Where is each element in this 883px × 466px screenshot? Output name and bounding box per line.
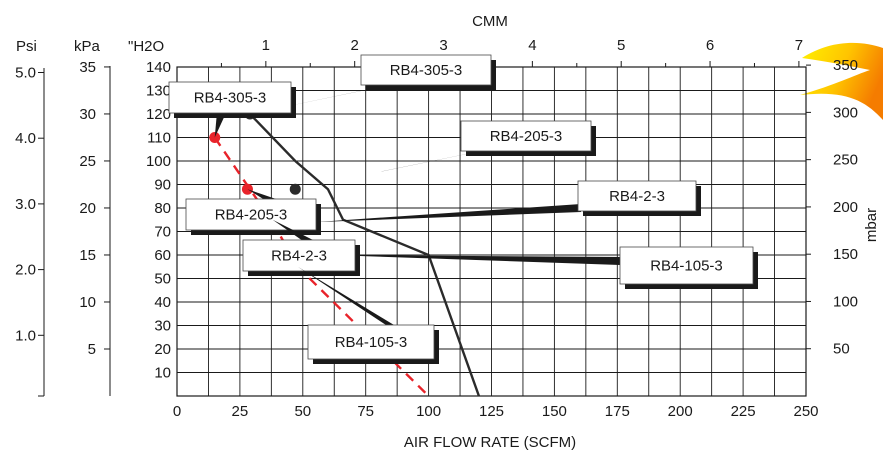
kpa-tick-label: 25	[79, 153, 96, 170]
x-tick-label: 25	[232, 403, 249, 420]
top-axis-title: CMM	[472, 13, 508, 30]
callout-label: RB4-105-3	[650, 258, 723, 275]
y-tick-label-h2o: 30	[154, 318, 171, 335]
x-tick-label: 50	[294, 403, 311, 420]
mbar-tick-label: 250	[833, 152, 858, 169]
callout-pointer	[249, 84, 394, 114]
callout-pointer	[315, 204, 581, 223]
callout-layer: RB4-305-3 RB4-205-3 RB4-2-3 RB4-105-3 RB4-30…	[168, 54, 758, 364]
callout: RB4-205-3	[185, 189, 321, 235]
kpa-tick-label: 10	[79, 294, 96, 311]
x-tick-label: 0	[173, 403, 181, 420]
callout-box	[185, 198, 317, 231]
psi-tick-label: 5.0	[15, 65, 36, 82]
x-tick-label: 100	[416, 403, 441, 420]
callout: RB4-105-3	[330, 246, 758, 289]
y-tick-label-h2o: 80	[154, 200, 171, 217]
psi-tick-label: 4.0	[15, 130, 36, 147]
callout-label: RB4-305-3	[390, 62, 463, 79]
callout-pointer	[330, 255, 625, 265]
callout-label: RB4-305-3	[194, 90, 267, 107]
unit-label-mbar: mbar	[863, 208, 880, 242]
kpa-tick-label: 30	[79, 106, 96, 123]
psi-tick-label: 2.0	[15, 262, 36, 279]
kpa-tick-label: 20	[79, 200, 96, 217]
x-tick-label: 225	[731, 403, 756, 420]
y-tick-label-h2o: 140	[146, 59, 171, 76]
x-tick-label: 75	[357, 403, 374, 420]
callout: RB4-205-3	[295, 120, 596, 190]
unit-label-kpa: kPa	[74, 38, 101, 55]
y-tick-label-h2o: 120	[146, 106, 171, 123]
callout-box	[307, 324, 435, 360]
callout-pointer	[295, 150, 486, 190]
series-line-solid	[249, 113, 481, 397]
x-axis-title: AIR FLOW RATE (SCFM)	[404, 434, 576, 451]
mbar-tick-label: 100	[833, 293, 858, 310]
callout-label: RB4-2-3	[609, 188, 665, 205]
x-tick-label: 125	[479, 403, 504, 420]
callout-pointer	[247, 189, 276, 207]
callout-box	[242, 239, 356, 272]
callout-pointer	[297, 266, 394, 325]
callout: RB4-105-3	[297, 266, 439, 364]
y-tick-label-h2o: 70	[154, 224, 171, 241]
right-axis-mbar: 50 100 150 200 250 300 350 mbar	[806, 57, 880, 358]
mbar-tick-label: 150	[833, 246, 858, 263]
psi-tick-label: 1.0	[15, 327, 36, 344]
corner-swoosh-graphic	[800, 42, 883, 120]
x-tick-label: 250	[793, 403, 818, 420]
callout-label: RB4-205-3	[490, 128, 563, 145]
callout: RB4-2-3	[315, 180, 701, 223]
left-axes: "H2O kPa Psi 10 20 30 40 50 60 70 80 90 100 110 120 130…	[15, 38, 171, 397]
y-tick-label-h2o: 60	[154, 247, 171, 264]
mbar-tick-label: 300	[833, 104, 858, 121]
callout-box	[577, 180, 697, 212]
psi-tick-label: 3.0	[15, 196, 36, 213]
y-tick-label-h2o: 90	[154, 177, 171, 194]
cmm-tick-label: 3	[439, 37, 447, 54]
y-tick-label-h2o: 10	[154, 365, 171, 382]
callout-pointer	[214, 112, 226, 138]
cmm-tick-label: 5	[617, 37, 625, 54]
kpa-tick-label: 5	[88, 341, 96, 358]
mbar-tick-label: 350	[833, 57, 858, 74]
unit-label-psi: Psi	[16, 38, 37, 55]
callout-label: RB4-2-3	[271, 248, 327, 265]
cmm-tick-label: 7	[795, 37, 803, 54]
mbar-tick-label: 200	[833, 199, 858, 216]
cmm-tick-label: 1	[262, 37, 270, 54]
callout-label: RB4-105-3	[335, 334, 408, 351]
callout-box	[168, 81, 292, 114]
cmm-tick-label: 2	[351, 37, 359, 54]
callout: RB4-305-3	[168, 81, 296, 138]
mbar-tick-label: 50	[833, 341, 850, 358]
callout: RB4-305-3	[249, 54, 496, 114]
x-tick-label: 150	[542, 403, 567, 420]
y-tick-label-h2o: 50	[154, 271, 171, 288]
unit-label-h2o: "H2O	[128, 38, 164, 55]
y-tick-label-h2o: 40	[154, 294, 171, 311]
cmm-tick-label: 4	[528, 37, 536, 54]
kpa-tick-label: 15	[79, 247, 96, 264]
x-tick-label: 175	[605, 403, 630, 420]
x-tick-label: 200	[668, 403, 693, 420]
callout-box	[619, 246, 754, 285]
top-axis-cmm: CMM 1 2 3 4 5 6 7	[220, 13, 803, 67]
cmm-tick-label: 6	[706, 37, 714, 54]
bottom-axis-scfm: 0 25 50 75 100 125 150 175 200 225 250 AIR FLOW RAT…	[173, 403, 819, 451]
y-tick-label-h2o: 100	[146, 153, 171, 170]
callout-label: RB4-205-3	[215, 207, 288, 224]
callout-box	[460, 120, 592, 152]
y-tick-label-h2o: 110	[147, 130, 171, 147]
callout-box	[360, 54, 492, 86]
callout: RB4-2-3	[242, 219, 360, 276]
y-tick-label-h2o: 130	[146, 83, 171, 100]
y-tick-label-h2o: 20	[154, 341, 171, 358]
kpa-tick-label: 35	[79, 59, 96, 76]
